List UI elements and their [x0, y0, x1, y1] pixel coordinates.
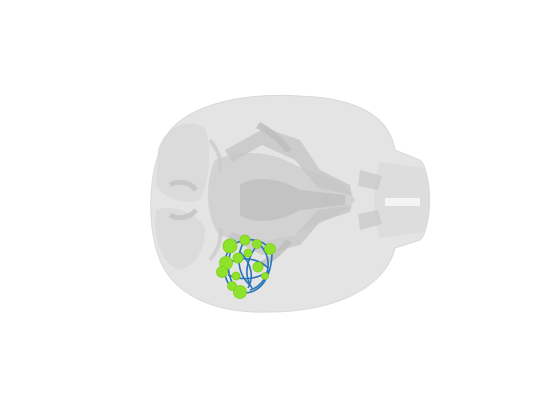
sulcus-4 [208, 227, 223, 262]
network-node [252, 239, 262, 249]
sulcus-2 [168, 208, 198, 221]
sulcus-3 [208, 138, 223, 173]
network-node [231, 271, 241, 281]
network-node [264, 243, 276, 255]
brainstem-light [385, 198, 420, 206]
network-node [243, 248, 253, 258]
network-node [261, 272, 269, 280]
network-node [222, 238, 238, 254]
node-cluster [216, 234, 276, 299]
cerebellum-notch-top [358, 170, 382, 190]
cerebellum-notch-bottom [358, 210, 382, 230]
lateral-streak-top [256, 122, 292, 152]
network-node [239, 234, 251, 246]
lateral-streak-bottom [256, 240, 292, 268]
inner-branch-upper [225, 128, 352, 195]
connection-edge [246, 247, 256, 289]
sulcus-1 [168, 179, 198, 192]
frontal-left [156, 123, 210, 202]
network-node [232, 252, 244, 264]
brain-mesh [150, 94, 431, 313]
network-node [216, 266, 228, 278]
frontal-left-lower [155, 208, 205, 270]
central-structure [240, 178, 345, 222]
network-node [233, 285, 247, 299]
network-node [252, 261, 264, 273]
